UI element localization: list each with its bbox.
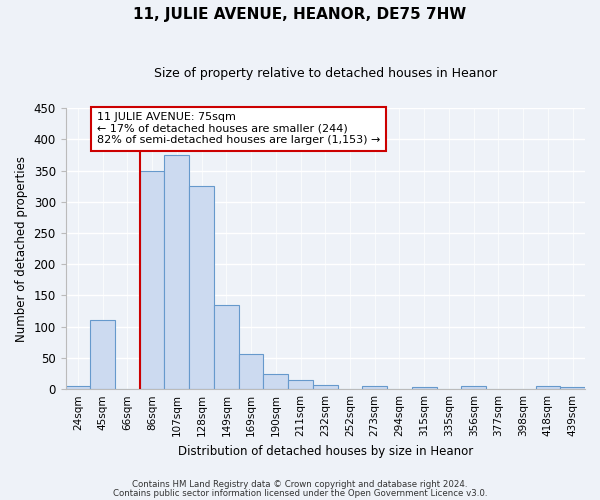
Bar <box>140 170 164 389</box>
Bar <box>536 386 560 389</box>
Text: 11 JULIE AVENUE: 75sqm
← 17% of detached houses are smaller (244)
82% of semi-de: 11 JULIE AVENUE: 75sqm ← 17% of detached… <box>97 112 380 146</box>
Text: Contains public sector information licensed under the Open Government Licence v3: Contains public sector information licen… <box>113 488 487 498</box>
Bar <box>288 380 313 389</box>
Bar <box>214 305 239 389</box>
Bar <box>90 320 115 389</box>
Text: 11, JULIE AVENUE, HEANOR, DE75 7HW: 11, JULIE AVENUE, HEANOR, DE75 7HW <box>133 8 467 22</box>
Bar <box>461 386 486 389</box>
Text: Contains HM Land Registry data © Crown copyright and database right 2024.: Contains HM Land Registry data © Crown c… <box>132 480 468 489</box>
Bar <box>164 155 189 389</box>
Bar <box>412 386 437 389</box>
Bar <box>263 374 288 389</box>
Bar <box>65 386 90 389</box>
Bar <box>313 385 338 389</box>
Title: Size of property relative to detached houses in Heanor: Size of property relative to detached ho… <box>154 68 497 80</box>
Bar <box>362 386 387 389</box>
Bar <box>189 186 214 389</box>
Bar <box>239 354 263 389</box>
Bar <box>560 388 585 389</box>
Y-axis label: Number of detached properties: Number of detached properties <box>15 156 28 342</box>
X-axis label: Distribution of detached houses by size in Heanor: Distribution of detached houses by size … <box>178 444 473 458</box>
